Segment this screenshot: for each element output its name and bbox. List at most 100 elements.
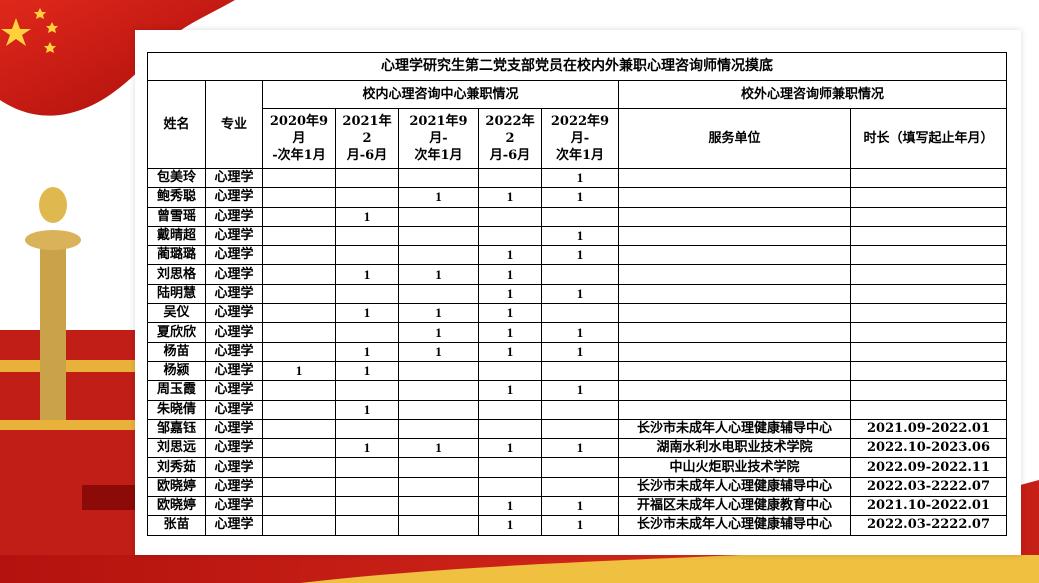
table-row: 曾雪瑶 心理学 1 (147, 206, 1008, 227)
table-cell: 夏欣欣 (147, 322, 206, 343)
table-cell (849, 341, 1008, 362)
table-cell (849, 360, 1008, 382)
table-cell: 1 (335, 303, 399, 324)
table-cell (262, 167, 336, 189)
table-cell: 1 (541, 515, 619, 536)
table-cell: 1 (478, 341, 542, 362)
table-cell (262, 264, 336, 285)
table-cell (262, 187, 336, 208)
table-cell (541, 264, 619, 285)
table-cell (335, 515, 399, 536)
table-cell: 2021.09-2022.01 (849, 418, 1008, 440)
table-cell: 1 (398, 341, 479, 362)
table-row: 包美玲 心理学 1 (147, 167, 1008, 189)
table-row: 吴仪 心理学 1 1 1 (147, 303, 1008, 324)
header-cell: 服务单位 (618, 108, 851, 169)
table-row: 鲍秀聪 心理学 1 1 1 (147, 187, 1008, 208)
table-cell: 欧晓婷 (147, 476, 206, 498)
table-cell (478, 360, 542, 382)
table-cell (398, 418, 479, 440)
header-group: 校内心理咨询中心兼职情况 (262, 80, 619, 109)
table-row: 蔺璐璐 心理学 1 1 (147, 245, 1008, 266)
table-cell (335, 167, 399, 189)
table-cell: 1 (478, 438, 542, 459)
table-cell: 1 (541, 438, 619, 459)
table-cell: 鲍秀聪 (147, 187, 206, 208)
table-row: 刘思格 心理学 1 1 1 (147, 264, 1008, 285)
table-row: 欧晓婷 心理学 长沙市未成年人心理健康辅导中心 2022.03-2222.07 (147, 476, 1008, 498)
table-cell: 1 (478, 264, 542, 285)
table-cell: 1 (335, 206, 399, 227)
table-cell (398, 283, 479, 305)
table-row: 朱晓倩 心理学 1 (147, 399, 1008, 420)
table-row: 张苗 心理学 1 1 长沙市未成年人心理健康辅导中心 2022.03-2222.07 (147, 515, 1008, 536)
table-row: 戴晴超 心理学 1 (147, 225, 1008, 247)
table-cell (478, 399, 542, 420)
table-cell (335, 380, 399, 401)
header-cell: 2021年9月- 次年1月 (398, 108, 479, 169)
table-cell (618, 399, 851, 420)
table-cell (849, 245, 1008, 266)
table-cell: 陆明慧 (147, 283, 206, 305)
header-cell: 2022年9月- 次年1月 (541, 108, 619, 169)
table-cell: 刘秀茹 (147, 457, 206, 478)
header-cell: 2020年9月 -次年1月 (262, 108, 336, 169)
table-cell (541, 206, 619, 227)
table-row: 刘秀茹 心理学 中山火炬职业技术学院 2022.09-2022.11 (147, 457, 1008, 478)
table-cell (262, 476, 336, 498)
table-cell (398, 360, 479, 382)
table-cell (849, 380, 1008, 401)
table-cell: 长沙市未成年人心理健康辅导中心 (618, 476, 851, 498)
table-cell: 心理学 (205, 303, 263, 324)
table-cell: 心理学 (205, 399, 263, 420)
table-cell (398, 515, 479, 536)
table-cell: 1 (335, 360, 399, 382)
table-cell: 1 (335, 438, 399, 459)
table-cell: 心理学 (205, 360, 263, 382)
table-cell: 吴仪 (147, 303, 206, 324)
table-cell: 2021.10-2022.01 (849, 496, 1008, 517)
table-cell: 刘思远 (147, 438, 206, 459)
table-cell: 1 (478, 380, 542, 401)
table-cell (262, 418, 336, 440)
table-row: 刘思远 心理学 1 1 1 1 湖南水利水电职业技术学院 2022.10-2023.06 (147, 438, 1008, 459)
table-cell: 心理学 (205, 438, 263, 459)
table-row: 杨颍 心理学 1 1 (147, 360, 1008, 382)
table-cell (398, 457, 479, 478)
table-cell: 朱晓倩 (147, 399, 206, 420)
table-cell (262, 515, 336, 536)
table-cell: 湖南水利水电职业技术学院 (618, 438, 851, 459)
table-cell: 心理学 (205, 225, 263, 247)
table-cell (398, 167, 479, 189)
table-cell: 刘思格 (147, 264, 206, 285)
table-cell: 心理学 (205, 341, 263, 362)
table-cell: 2022.03-2222.07 (849, 476, 1008, 498)
table-cell: 1 (398, 303, 479, 324)
table-cell (618, 167, 851, 189)
table-cell: 2022.09-2022.11 (849, 457, 1008, 478)
table-cell (262, 457, 336, 478)
table-cell: 1 (541, 341, 619, 362)
table-cell: 1 (478, 283, 542, 305)
table-cell (398, 476, 479, 498)
table-cell: 2022.03-2222.07 (849, 515, 1008, 536)
table-cell (335, 476, 399, 498)
table-cell: 蔺璐璐 (147, 245, 206, 266)
table-cell: 1 (335, 341, 399, 362)
table-cell (618, 360, 851, 382)
table-cell: 长沙市未成年人心理健康辅导中心 (618, 418, 851, 440)
table-cell: 1 (541, 187, 619, 208)
table-cell: 2022.10-2023.06 (849, 438, 1008, 459)
table-cell (478, 457, 542, 478)
table-cell: 心理学 (205, 322, 263, 343)
table-row: 周玉霞 心理学 1 1 (147, 380, 1008, 401)
table-cell (849, 187, 1008, 208)
table-cell (262, 399, 336, 420)
table-cell: 1 (478, 245, 542, 266)
table-cell (618, 264, 851, 285)
table-cell (398, 496, 479, 517)
table-cell (262, 341, 336, 362)
table-cell: 1 (478, 515, 542, 536)
table-cell: 邹嘉钰 (147, 418, 206, 440)
